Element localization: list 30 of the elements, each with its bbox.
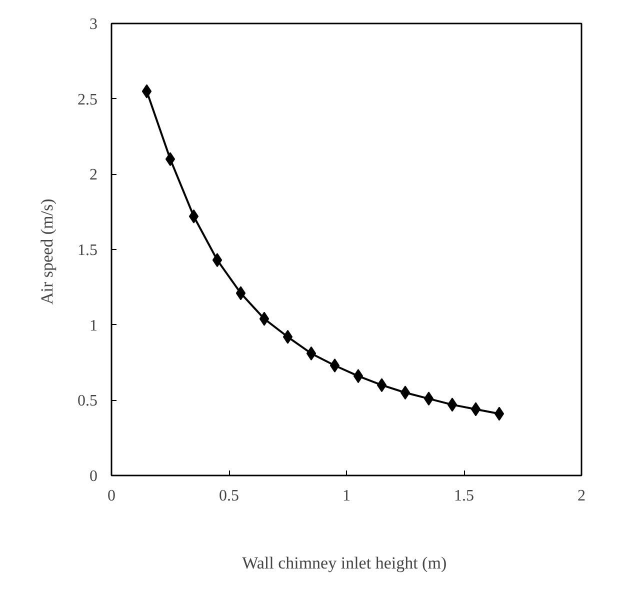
y-tick-label: 2.5 bbox=[78, 91, 98, 108]
point bbox=[212, 253, 222, 268]
y-tick-label: 3 bbox=[90, 16, 98, 33]
y-axis-title: Air speed (m/s) bbox=[38, 198, 56, 304]
y-tick-label: 1 bbox=[90, 317, 98, 334]
point bbox=[470, 402, 481, 416]
point bbox=[353, 369, 364, 384]
point bbox=[447, 398, 458, 412]
point bbox=[494, 406, 504, 421]
point bbox=[236, 286, 246, 300]
point bbox=[424, 392, 434, 406]
x-axis-title: Wall chimney inlet height (m) bbox=[242, 554, 447, 572]
x-tick-label: 1 bbox=[342, 488, 350, 504]
point bbox=[188, 209, 199, 224]
point bbox=[306, 346, 316, 360]
point bbox=[330, 358, 340, 373]
y-tick-label: 0.5 bbox=[78, 392, 98, 410]
y-tick-label: 0 bbox=[90, 468, 98, 485]
x-tick-label: 1.5 bbox=[454, 488, 474, 504]
point bbox=[165, 152, 176, 166]
y-tick-label: 1.5 bbox=[78, 242, 98, 259]
y-tick-label: 2 bbox=[90, 166, 98, 184]
point bbox=[142, 84, 152, 98]
x-tick-label: 0.5 bbox=[219, 488, 239, 504]
x-tick-label: 0 bbox=[108, 488, 116, 504]
point bbox=[400, 386, 410, 400]
point bbox=[282, 330, 293, 344]
x-tick-label: 2 bbox=[578, 488, 586, 504]
point bbox=[376, 378, 387, 392]
point bbox=[259, 312, 270, 326]
